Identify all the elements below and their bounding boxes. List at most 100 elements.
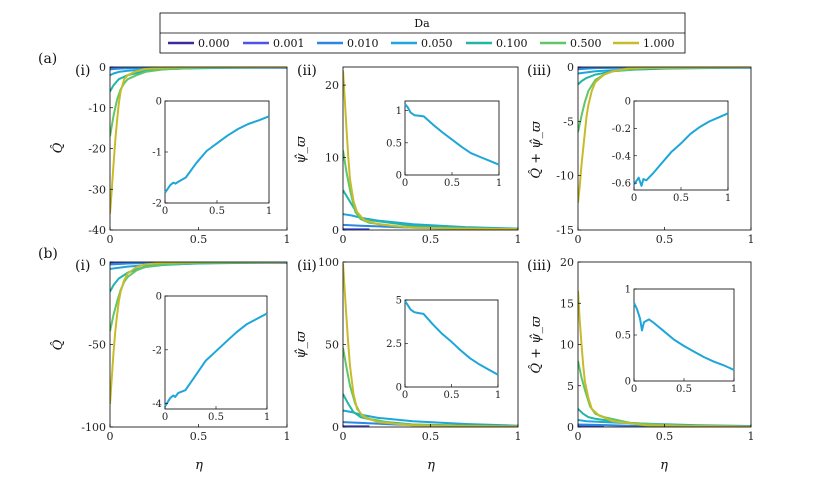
inset-b-iii: 0 0.5 1 0 0.5 1 <box>615 285 737 396</box>
ytick-label-a-ii-0: 0 <box>332 224 339 237</box>
xtick-label-b-i-0: 0 <box>107 430 114 443</box>
xtick-label-a-ii-1: 0.5 <box>422 233 440 246</box>
inset-ytick-label-a-i-0: 0 <box>156 97 162 108</box>
series-a-i-6 <box>110 67 287 214</box>
xtick-label-a-i-1: 0.5 <box>190 233 208 246</box>
legend-label-6: 1.000 <box>643 37 675 50</box>
inset-ytick-label-b-iii-2: 1 <box>625 285 631 296</box>
inset-frame-a-ii <box>404 100 500 176</box>
ytick-label-a-iii-2: -10 <box>556 170 574 183</box>
xtick-label-b-i-2: 1 <box>284 430 291 443</box>
ytick-label-b-ii-0: 0 <box>332 421 339 434</box>
inset-xtick-label-a-ii-1: 0.5 <box>444 178 460 189</box>
inset-series-b-iii <box>633 302 735 371</box>
legend-label-3: 0.050 <box>421 37 453 50</box>
ylabel-b-i: Q̂ <box>50 339 66 350</box>
inset-ytick-label-b-iii-1: 0.5 <box>615 331 631 342</box>
inset-xtick-label-a-iii-0: 0 <box>631 193 637 204</box>
inset-frame-b-ii <box>404 299 499 388</box>
xtick-label-a-i-2: 1 <box>284 233 291 246</box>
panel-label-b-i: (i) <box>75 258 90 274</box>
panel-a-iii: 0 0.5 1 0 -5 -10 -15 Q̂ + ψ̂_ϖ 0 0.5 1 0 -0.2 -0.4 -0.… <box>528 61 755 246</box>
inset-ytick-label-a-ii-2: 1 <box>396 106 402 117</box>
xtick-label-b-ii-2: 1 <box>515 430 522 443</box>
series-b-iii-6 <box>578 290 751 427</box>
inset-xtick-label-b-iii-1: 0.5 <box>676 384 692 395</box>
ylabel-b-ii: ψ̂_ϖ <box>294 331 309 359</box>
inset-ytick-label-b-ii-1: 2.5 <box>386 339 402 350</box>
inset-series-b-i <box>164 312 268 407</box>
inset-xtick-label-b-ii-2: 1 <box>495 390 501 401</box>
xlabel-col-1: η <box>195 458 203 473</box>
xtick-label-b-iii-0: 0 <box>575 430 582 443</box>
series-a-iii-5 <box>578 67 751 133</box>
inset-ytick-label-b-i-2: -4 <box>152 399 162 410</box>
series-group-b-i <box>110 262 287 404</box>
panel-label-b-iii: (iii) <box>527 258 551 274</box>
inset-xtick-label-a-ii-2: 1 <box>496 178 502 189</box>
series-a-ii-6 <box>343 70 518 230</box>
series-a-ii-4 <box>343 189 518 230</box>
series-group-b-ii <box>343 263 518 427</box>
xtick-label-a-iii-0: 0 <box>575 233 582 246</box>
panel-b-i: 0 0.5 1 0 -50 -100 Q̂ 0 0.5 1 0 -2 -4 <box>50 256 291 443</box>
inset-xtick-label-a-i-0: 0 <box>162 206 168 217</box>
xtick-label-a-iii-1: 0.5 <box>656 233 674 246</box>
inset-xtick-label-a-i-2: 1 <box>266 206 272 217</box>
ytick-label-a-i-4: -40 <box>88 224 106 237</box>
inset-ytick-label-a-iii-1: -0.2 <box>612 124 631 135</box>
ytick-label-b-iii-4: 20 <box>560 256 574 269</box>
panel-label-a-iii: (iii) <box>527 63 551 79</box>
inset-ytick-label-b-i-1: -2 <box>152 345 162 356</box>
ytick-label-a-i-1: -10 <box>88 102 106 115</box>
legend-label-0: 0.000 <box>198 37 230 50</box>
panel-label-b-ii: (ii) <box>297 258 317 274</box>
inset-series-a-i <box>164 115 270 194</box>
xtick-label-a-iii-2: 1 <box>748 233 755 246</box>
inset-frame-b-iii <box>633 288 735 382</box>
ytick-label-a-i-0: 0 <box>99 61 106 74</box>
series-b-i-6 <box>110 262 287 404</box>
ylabel-a-iii: Q̂ + ψ̂_ϖ <box>528 121 544 179</box>
xtick-label-a-i-0: 0 <box>107 233 114 246</box>
inset-a-ii: 0 0.5 1 0 0.5 1 <box>386 100 502 189</box>
panel-b-ii: 0 0.5 1 0 50 100 ψ̂_ϖ 0 0.5 1 0 2.5 5 <box>294 256 522 443</box>
legend-label-5: 0.500 <box>570 37 602 50</box>
panel-label-a-i: (i) <box>75 63 90 79</box>
legend: Da 0.000 0.001 0.010 0.050 0.100 0.500 1.000 <box>159 12 686 54</box>
ylabel-a-ii: ψ̂_ϖ <box>294 136 309 164</box>
ytick-label-a-i-2: -20 <box>88 143 106 156</box>
xtick-label-b-iii-2: 1 <box>748 430 755 443</box>
inset-a-i: 0 0.5 1 0 -1 -2 <box>152 97 272 218</box>
inset-xtick-label-a-ii-0: 0 <box>402 178 408 189</box>
ytick-label-a-ii-2: 20 <box>325 79 339 92</box>
xtick-label-b-iii-1: 0.5 <box>656 430 674 443</box>
ytick-label-b-iii-1: 5 <box>567 380 574 393</box>
inset-ytick-label-b-ii-2: 5 <box>396 296 402 307</box>
xlabel-col-3: η <box>660 458 668 473</box>
inset-xtick-label-b-i-0: 0 <box>162 412 168 423</box>
inset-ytick-label-a-iii-0: 0 <box>625 97 631 108</box>
xtick-label-b-ii-0: 0 <box>340 430 347 443</box>
inset-b-ii: 0 0.5 1 0 2.5 5 <box>386 296 501 402</box>
inset-ytick-label-a-iii-2: -0.4 <box>612 151 631 162</box>
inset-ytick-label-b-i-0: 0 <box>156 292 162 303</box>
inset-xtick-label-b-iii-2: 1 <box>731 384 737 395</box>
xtick-label-b-ii-1: 0.5 <box>422 430 440 443</box>
inset-xtick-label-b-i-1: 0.5 <box>208 412 224 423</box>
row-label-a: (a) <box>38 51 57 67</box>
series-b-i-5 <box>110 262 287 332</box>
inset-ytick-label-b-iii-0: 0 <box>625 377 631 388</box>
ytick-label-b-i-1: -50 <box>88 339 106 352</box>
legend-label-2: 0.010 <box>347 37 379 50</box>
inset-series-a-ii <box>404 103 500 166</box>
ytick-label-a-iii-0: 0 <box>567 61 574 74</box>
inset-xtick-label-b-iii-0: 0 <box>631 384 637 395</box>
inset-ytick-label-a-ii-1: 0.5 <box>386 138 402 149</box>
ytick-label-a-i-3: -30 <box>88 183 106 196</box>
inset-xtick-label-a-iii-2: 1 <box>725 193 731 204</box>
xtick-label-a-ii-0: 0 <box>340 233 347 246</box>
